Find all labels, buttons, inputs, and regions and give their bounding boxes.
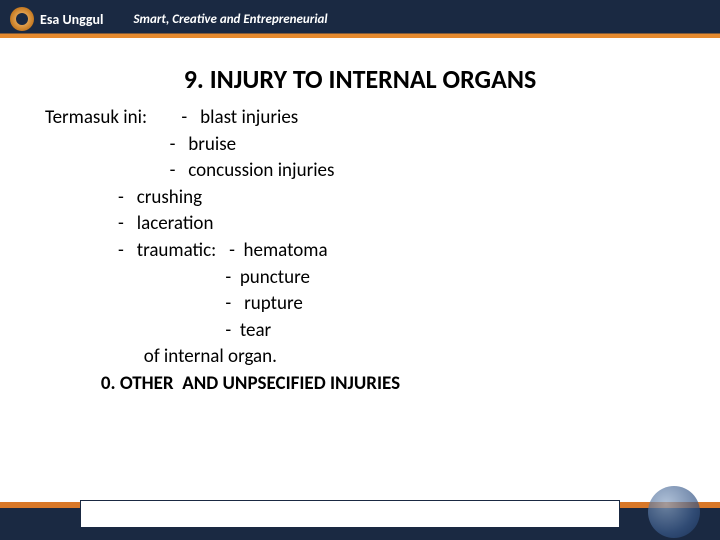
item-blast: blast injuries <box>200 106 298 129</box>
item-laceration: laceration <box>137 212 214 235</box>
footer-globe-icon <box>648 486 700 538</box>
item-concussion: concussion injuries <box>188 159 334 182</box>
slide-content: 9. INJURY TO INTERNAL ORGANS Termasuk in… <box>0 38 720 408</box>
intro-text: Termasuk ini: <box>45 106 147 129</box>
item-traumatic: traumatic: <box>137 239 217 262</box>
slide-title: 9. INJURY TO INTERNAL ORGANS <box>45 63 675 95</box>
logo-area: Esa Unggul <box>10 7 104 31</box>
sub-rupture: rupture <box>244 292 303 315</box>
sub-puncture: puncture <box>240 266 310 289</box>
sub-hematoma: hematoma <box>244 239 328 262</box>
footer <box>0 488 720 540</box>
logo-text: Esa Unggul <box>40 11 104 28</box>
traumatic-tail: of internal organ. <box>144 345 277 368</box>
slide-body: Termasuk ini: - blast injuries - bruise … <box>45 105 675 398</box>
sub-tear: tear <box>240 319 271 342</box>
final-line: 0. OTHER AND UNPSECIFIED INJURIES <box>101 372 400 395</box>
tagline: Smart, Creative and Entrepreneurial <box>134 12 328 27</box>
header-bar: Esa Unggul Smart, Creative and Entrepren… <box>0 0 720 38</box>
item-crushing: crushing <box>137 186 202 209</box>
footer-box <box>80 500 620 528</box>
logo-icon <box>10 7 34 31</box>
item-bruise: bruise <box>188 133 236 156</box>
